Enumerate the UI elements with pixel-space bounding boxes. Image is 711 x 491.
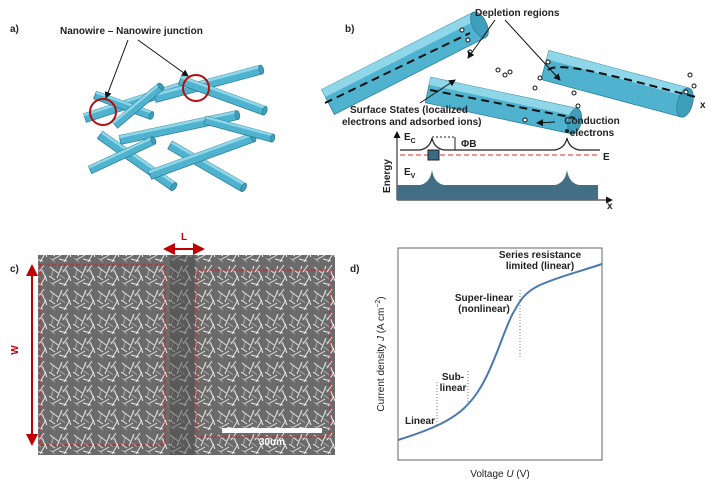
- surface-charge: [688, 73, 692, 77]
- width-label: W: [10, 345, 21, 355]
- surface-charge: [523, 118, 527, 122]
- region-label: Super-linear(nonlinear): [455, 293, 513, 315]
- surface-charge: [496, 68, 500, 72]
- surface-charge: [533, 86, 537, 90]
- arrow: [505, 20, 560, 80]
- region-label: Linear: [405, 416, 435, 427]
- surface-charge: [684, 90, 688, 94]
- iv-curve: [398, 264, 602, 440]
- electron: [565, 129, 569, 133]
- surface-charge: [692, 84, 696, 88]
- ev-label: EV: [404, 167, 416, 180]
- sem-gap: [170, 255, 195, 455]
- arrow: [106, 40, 128, 98]
- nanowire-network: [84, 65, 276, 193]
- arrow: [138, 40, 188, 76]
- conduction-band: [400, 138, 600, 150]
- surface-charge: [503, 73, 507, 77]
- valence-band: [397, 170, 598, 200]
- junction-title: Nanowire – Nanowire junction: [60, 26, 203, 37]
- ec-label: EC: [404, 132, 416, 145]
- x-axis-label: Voltage U (V): [470, 469, 530, 480]
- fermi-label: E: [603, 152, 610, 163]
- surface-charge: [538, 76, 542, 80]
- surface-charge: [576, 104, 580, 108]
- axis-x: x: [607, 201, 613, 212]
- figure: a) Nanowire – Nanowire junction b) Deple…: [0, 0, 711, 486]
- surface-charge: [466, 38, 470, 42]
- surface-charge: [460, 28, 464, 32]
- surface-state: [428, 150, 439, 160]
- depletion-label: Depletion regions: [475, 8, 560, 19]
- surface-charge: [572, 91, 576, 95]
- surface-charge: [508, 70, 512, 74]
- scale-bar: [222, 428, 322, 433]
- axis-x: x: [700, 100, 706, 111]
- surface-charge: [546, 60, 550, 64]
- length-label: L: [181, 232, 187, 243]
- panel-label: c): [10, 264, 19, 275]
- scale-label: 30um: [259, 437, 285, 448]
- y-axis-label: Current density J (A cm−2): [375, 296, 387, 411]
- barrier-label: ΦB: [461, 139, 476, 150]
- panel-label: a): [10, 24, 19, 35]
- energy-label: Energy: [382, 159, 393, 193]
- panel-label: d): [350, 264, 359, 275]
- nanowire: [148, 132, 257, 179]
- panel-label: b): [345, 24, 354, 35]
- region-label: Sub-linear: [440, 372, 467, 394]
